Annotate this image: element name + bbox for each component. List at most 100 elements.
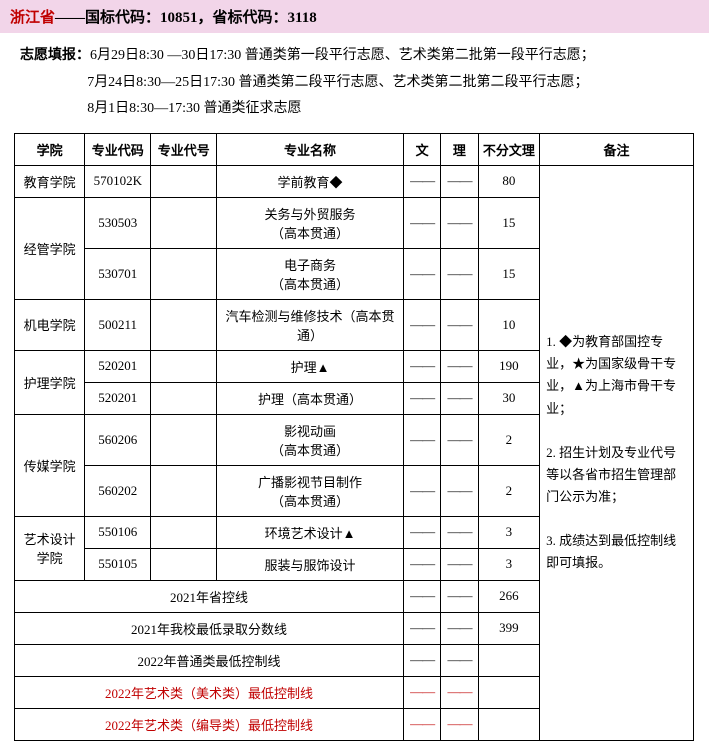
- summary-label: 2021年省控线: [15, 580, 404, 612]
- cell-code: 550105: [85, 548, 151, 580]
- cell-name: 影视动画（高本贯通）: [217, 414, 404, 465]
- province-name: 浙江省: [10, 10, 55, 26]
- cell-nofen: 3: [478, 548, 540, 580]
- th-seq: 专业代号: [151, 133, 217, 165]
- cell-name: 护理▲: [217, 350, 404, 382]
- th-code: 专业代码: [85, 133, 151, 165]
- cell-wen: ——: [403, 548, 440, 580]
- cell-code: 530701: [85, 248, 151, 299]
- cell-nofen: 10: [478, 299, 540, 350]
- cell-li: ——: [441, 382, 478, 414]
- cell-li: ——: [441, 165, 478, 197]
- table-header-row: 学院 专业代码 专业代号 专业名称 文 理 不分文理 备注: [15, 133, 694, 165]
- cell-wen: ——: [403, 612, 440, 644]
- cell-nofen: 80: [478, 165, 540, 197]
- cell-seq: [151, 516, 217, 548]
- th-wen: 文: [403, 133, 440, 165]
- cell-li: ——: [441, 548, 478, 580]
- cell-name: 环境艺术设计▲: [217, 516, 404, 548]
- cell-seq: [151, 299, 217, 350]
- enrollment-table: 学院 专业代码 专业代号 专业名称 文 理 不分文理 备注 教育学院570102…: [14, 133, 694, 741]
- table-body: 教育学院570102K学前教育◆————801. ◆为教育部国控专业，★为国家级…: [15, 165, 694, 740]
- cell-code: 520201: [85, 350, 151, 382]
- cell-li: ——: [441, 465, 478, 516]
- cell-name: 广播影视节目制作（高本贯通）: [217, 465, 404, 516]
- cell-college: 护理学院: [15, 350, 85, 414]
- summary-label: 2021年我校最低录取分数线: [15, 612, 404, 644]
- cell-remark: 1. ◆为教育部国控专业，★为国家级骨干专业，▲为上海市骨干专业；2. 招生计划…: [540, 165, 694, 740]
- cell-nofen: 266: [478, 580, 540, 612]
- cell-college: 机电学院: [15, 299, 85, 350]
- cell-wen: ——: [403, 580, 440, 612]
- cell-li: ——: [441, 414, 478, 465]
- table-row: 教育学院570102K学前教育◆————801. ◆为教育部国控专业，★为国家级…: [15, 165, 694, 197]
- th-remark: 备注: [540, 133, 694, 165]
- th-name: 专业名称: [217, 133, 404, 165]
- schedule-line-1: 7月24日8:30—25日17:30 普通类第二段平行志愿、艺术类第二批第二段平…: [87, 70, 689, 97]
- cell-code: 520201: [85, 382, 151, 414]
- cell-wen: ——: [403, 708, 440, 740]
- cell-seq: [151, 382, 217, 414]
- cell-code: 560202: [85, 465, 151, 516]
- cell-li: ——: [441, 580, 478, 612]
- cell-nofen: 30: [478, 382, 540, 414]
- cell-seq: [151, 414, 217, 465]
- cell-name: 护理（高本贯通）: [217, 382, 404, 414]
- cell-li: ——: [441, 248, 478, 299]
- header-sep: ——: [55, 10, 85, 26]
- cell-wen: ——: [403, 299, 440, 350]
- cell-code: 550106: [85, 516, 151, 548]
- cell-seq: [151, 165, 217, 197]
- summary-label: 2022年艺术类（编导类）最低控制线: [15, 708, 404, 740]
- cell-seq: [151, 548, 217, 580]
- cell-li: ——: [441, 299, 478, 350]
- header-codes: 国标代码：10851，省标代码：3118: [85, 10, 317, 26]
- cell-code: 560206: [85, 414, 151, 465]
- cell-seq: [151, 197, 217, 248]
- cell-name: 服装与服饰设计: [217, 548, 404, 580]
- th-college: 学院: [15, 133, 85, 165]
- cell-wen: ——: [403, 197, 440, 248]
- cell-wen: ——: [403, 165, 440, 197]
- cell-li: ——: [441, 644, 478, 676]
- schedule-line-2: 8月1日8:30—17:30 普通类征求志愿: [87, 96, 689, 123]
- cell-code: 570102K: [85, 165, 151, 197]
- cell-name: 电子商务（高本贯通）: [217, 248, 404, 299]
- cell-name: 学前教育◆: [217, 165, 404, 197]
- cell-nofen: [478, 644, 540, 676]
- schedule-label: 志愿填报：: [20, 48, 90, 63]
- cell-nofen: [478, 676, 540, 708]
- cell-nofen: 3: [478, 516, 540, 548]
- th-li: 理: [441, 133, 478, 165]
- cell-li: ——: [441, 676, 478, 708]
- cell-li: ——: [441, 197, 478, 248]
- cell-li: ——: [441, 612, 478, 644]
- cell-college: 艺术设计学院: [15, 516, 85, 580]
- cell-wen: ——: [403, 382, 440, 414]
- cell-wen: ——: [403, 676, 440, 708]
- th-nofen: 不分文理: [478, 133, 540, 165]
- schedule-block: 志愿填报：6月29日8:30 —30日17:30 普通类第一段平行志愿、艺术类第…: [0, 33, 709, 133]
- cell-wen: ——: [403, 516, 440, 548]
- schedule-line-0: 6月29日8:30 —30日17:30 普通类第一段平行志愿、艺术类第二批第一段…: [90, 48, 595, 63]
- cell-li: ——: [441, 516, 478, 548]
- header-band: 浙江省——国标代码：10851，省标代码：3118: [0, 0, 709, 33]
- cell-nofen: 190: [478, 350, 540, 382]
- cell-nofen: [478, 708, 540, 740]
- cell-nofen: 15: [478, 197, 540, 248]
- cell-name: 关务与外贸服务（高本贯通）: [217, 197, 404, 248]
- cell-nofen: 2: [478, 414, 540, 465]
- cell-seq: [151, 248, 217, 299]
- cell-college: 教育学院: [15, 165, 85, 197]
- summary-label: 2022年艺术类（美术类）最低控制线: [15, 676, 404, 708]
- cell-college: 经管学院: [15, 197, 85, 299]
- cell-wen: ——: [403, 248, 440, 299]
- cell-code: 530503: [85, 197, 151, 248]
- cell-wen: ——: [403, 465, 440, 516]
- cell-wen: ——: [403, 414, 440, 465]
- cell-seq: [151, 465, 217, 516]
- cell-nofen: 15: [478, 248, 540, 299]
- cell-nofen: 399: [478, 612, 540, 644]
- cell-name: 汽车检测与维修技术（高本贯通）: [217, 299, 404, 350]
- cell-wen: ——: [403, 350, 440, 382]
